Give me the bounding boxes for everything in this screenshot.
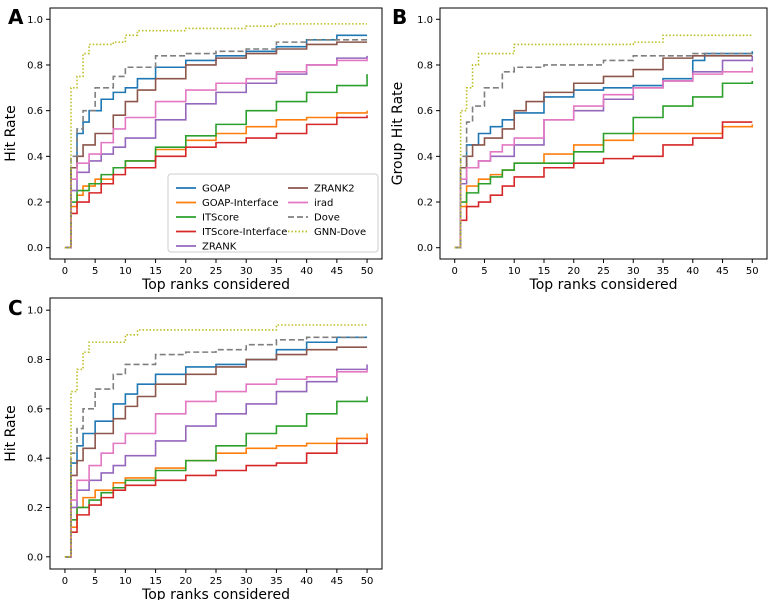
x-axis-label: Top ranks considered xyxy=(529,277,678,293)
panel-a: A 0 5 10 15 20 25 30 35 40 45 50 0.0 0.2 0.4 0.6 0.8 1.0 T… xyxy=(3,5,383,293)
x-tick-label: 20 xyxy=(179,266,192,277)
legend-label-goap: GOAP xyxy=(202,184,230,195)
x-tick-label: 10 xyxy=(119,266,132,277)
y-tick-label: 0.0 xyxy=(417,243,433,254)
x-axis-label: Top ranks considered xyxy=(141,587,290,600)
legend-label-zrank: ZRANK xyxy=(202,242,237,253)
x-tick-label: 25 xyxy=(210,266,223,277)
x-tick-label: 35 xyxy=(270,576,283,587)
series-line-dove xyxy=(64,336,368,558)
series-line-gnn-dove xyxy=(64,23,368,249)
y-axis-label: Hit Rate xyxy=(3,405,19,461)
series-line-itscore xyxy=(64,74,368,249)
x-tick-label: 45 xyxy=(330,576,343,587)
x-tick-label: 45 xyxy=(716,266,729,277)
x-tick-label: 40 xyxy=(300,576,313,587)
legend-label-gnn-dove: GNN-Dove xyxy=(314,227,366,238)
legend: GOAP GOAP-Interface ITScore ITScore-Interfa… xyxy=(167,173,379,253)
x-tick-label: 50 xyxy=(361,266,374,277)
x-tick-label: 35 xyxy=(657,266,670,277)
y-tick-label: 0.0 xyxy=(27,243,43,254)
panel-c: C 0 5 10 15 20 25 30 35 40 45 50 0.0 0.2 0.4 0.6 0.8 1.0 T… xyxy=(3,296,383,600)
series-line-goap xyxy=(64,336,368,558)
x-tick-label: 15 xyxy=(538,266,551,277)
y-tick-label: 0.8 xyxy=(417,60,433,71)
legend-label-dove: Dove xyxy=(314,213,340,224)
y-tick-label: 0.2 xyxy=(27,503,43,514)
x-tick-label: 40 xyxy=(300,266,313,277)
x-axis-label: Top ranks considered xyxy=(141,277,290,293)
y-tick-label: 0.4 xyxy=(27,454,43,465)
panel-b: B 0 5 10 15 20 25 30 35 40 45 50 0.0 0.2 0.4 0.6 0.8 1.0 T… xyxy=(390,5,768,293)
y-tick-label: 0.4 xyxy=(27,152,43,163)
y-axis-label: Group Hit Rate xyxy=(390,82,406,186)
panels: A0 5 10 15 20 25 30 35 40 45 500.00.20.40.60.81.0T… xyxy=(3,5,768,600)
y-tick-label: 1.0 xyxy=(417,15,433,26)
x-tick-label: 30 xyxy=(240,266,253,277)
legend-label-irad: irad xyxy=(314,198,333,209)
x-tick-label: 25 xyxy=(210,576,223,587)
y-tick-label: 1.0 xyxy=(27,15,43,26)
x-tick-label: 50 xyxy=(361,576,374,587)
y-tick-label: 0.0 xyxy=(27,552,43,563)
series-line-gnn-dove xyxy=(454,34,753,249)
x-tick-label: 45 xyxy=(330,266,343,277)
x-tick-label: 30 xyxy=(240,576,253,587)
x-tick-label: 15 xyxy=(149,266,162,277)
series-line-zrank2 xyxy=(64,41,368,249)
x-tick-label: 20 xyxy=(179,576,192,587)
y-tick-label: 0.6 xyxy=(27,404,43,415)
series-line-itscore-interface xyxy=(454,121,753,249)
x-tick-label: 35 xyxy=(270,266,283,277)
series-line-zrank2 xyxy=(64,346,368,558)
y-tick-label: 0.8 xyxy=(27,60,43,71)
x-tick-label: 40 xyxy=(686,266,699,277)
legend-label-itscore-interface: ITScore-Interface xyxy=(202,227,287,238)
series-line-itscore-interface xyxy=(64,438,368,558)
x-tick-label: 20 xyxy=(567,266,580,277)
panel-letter-a: A xyxy=(8,5,24,29)
series-line-gnn-dove xyxy=(64,324,368,558)
series-line-irad xyxy=(64,369,368,558)
legend-box xyxy=(167,173,379,253)
series-line-goap xyxy=(64,34,368,249)
series-line-zrank xyxy=(64,364,368,558)
legend-label-goap-interface: GOAP-Interface xyxy=(202,198,278,209)
x-tick-label: 15 xyxy=(149,576,162,587)
y-tick-label: 1.0 xyxy=(27,306,43,317)
series-line-irad xyxy=(454,67,754,249)
legend-label-itscore: ITScore xyxy=(202,213,239,224)
x-tick-label: 10 xyxy=(508,266,521,277)
x-tick-label: 5 xyxy=(481,266,487,277)
x-tick-label: 30 xyxy=(627,266,640,277)
x-tick-label: 0 xyxy=(62,576,68,587)
series-line-itscore xyxy=(454,80,754,249)
x-tick-label: 50 xyxy=(746,266,759,277)
series-line-itscore-interface xyxy=(64,115,368,249)
y-tick-label: 0.2 xyxy=(417,198,433,209)
x-tick-label: 0 xyxy=(452,266,458,277)
y-tick-label: 0.8 xyxy=(27,355,43,366)
x-tick-label: 5 xyxy=(92,576,98,587)
series-line-irad xyxy=(64,58,368,249)
series-line-itscore xyxy=(64,396,368,558)
y-tick-label: 0.6 xyxy=(27,106,43,117)
y-tick-label: 0.2 xyxy=(27,198,43,209)
x-tick-label: 10 xyxy=(119,576,132,587)
y-tick-label: 0.6 xyxy=(417,106,433,117)
series-line-dove xyxy=(64,39,368,249)
y-tick-label: 0.4 xyxy=(417,152,433,163)
legend-label-zrank2: ZRANK2 xyxy=(314,184,355,195)
x-tick-label: 25 xyxy=(597,266,610,277)
x-tick-label: 0 xyxy=(62,266,68,277)
x-tick-label: 5 xyxy=(92,266,98,277)
y-axis-label: Hit Rate xyxy=(3,105,19,161)
series-line-dove xyxy=(454,52,753,249)
panel-letter-c: C xyxy=(8,296,23,320)
panel-letter-b: B xyxy=(392,5,407,29)
series-line-zrank2 xyxy=(454,55,753,249)
